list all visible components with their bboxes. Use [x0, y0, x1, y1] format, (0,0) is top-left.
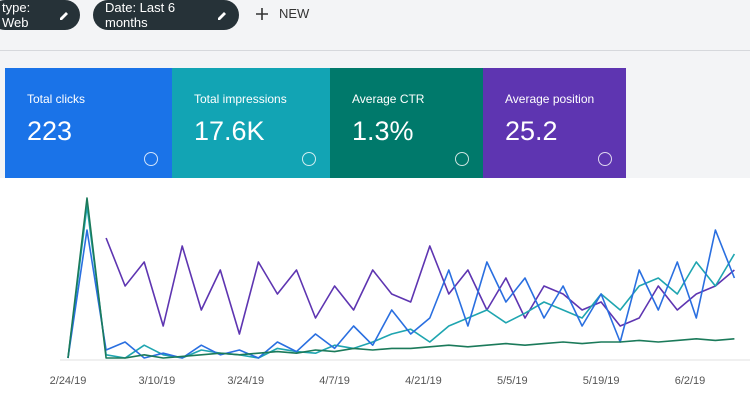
- metric-label: Average position: [505, 92, 595, 106]
- filter-chip[interactable]: Date: Last 6 months: [93, 0, 239, 30]
- metric-card[interactable]: Total clicks 223: [5, 68, 172, 178]
- metric-label: Average CTR: [352, 92, 425, 106]
- x-tick-label: 3/10/19: [139, 375, 176, 387]
- series-line: [105, 237, 735, 335]
- metric-label: Total impressions: [194, 92, 287, 106]
- filter-bar: type: Web Date: Last 6 months NEW: [0, 0, 750, 51]
- filter-chip[interactable]: type: Web: [0, 0, 80, 30]
- new-button[interactable]: NEW: [255, 6, 309, 21]
- help-icon: [598, 152, 612, 166]
- x-tick-label: 6/2/19: [675, 375, 706, 387]
- series-line: [67, 197, 735, 359]
- metric-card[interactable]: Average CTR 1.3%: [330, 68, 483, 178]
- x-tick-label: 2/24/19: [50, 375, 87, 387]
- metric-value: 17.6K: [194, 116, 265, 146]
- metric-value: 223: [27, 116, 73, 146]
- edit-icon: [218, 11, 227, 20]
- new-label: NEW: [279, 6, 310, 21]
- chart-panel: [0, 178, 750, 410]
- edit-icon: [59, 11, 68, 20]
- metric-label: Total clicks: [27, 92, 86, 106]
- filter-label: type: Web: [2, 0, 31, 30]
- metric-value: 25.2: [505, 116, 558, 146]
- series-line: [67, 205, 736, 359]
- metric-card[interactable]: Total impressions 17.6K: [172, 68, 330, 178]
- metric-value: 1.3%: [352, 116, 414, 146]
- x-tick-label: 5/5/19: [497, 375, 528, 387]
- x-tick-label: 4/7/19: [319, 375, 350, 387]
- chart: 2/24/19 3/10/19 3/24/19 4/7/19 4/21/19 5/5/19…: [50, 197, 750, 387]
- x-tick-label: 3/24/19: [227, 375, 264, 387]
- filter-label: Date: Last 6 months: [105, 0, 176, 30]
- plus-icon: [256, 7, 268, 20]
- help-icon: [144, 152, 158, 166]
- series-line: [67, 229, 736, 359]
- x-tick-label: 5/19/19: [583, 375, 620, 387]
- help-icon: [302, 152, 316, 166]
- x-tick-label: 4/21/19: [405, 375, 442, 387]
- metric-card[interactable]: Average position 25.2: [483, 68, 626, 178]
- help-icon: [455, 152, 469, 166]
